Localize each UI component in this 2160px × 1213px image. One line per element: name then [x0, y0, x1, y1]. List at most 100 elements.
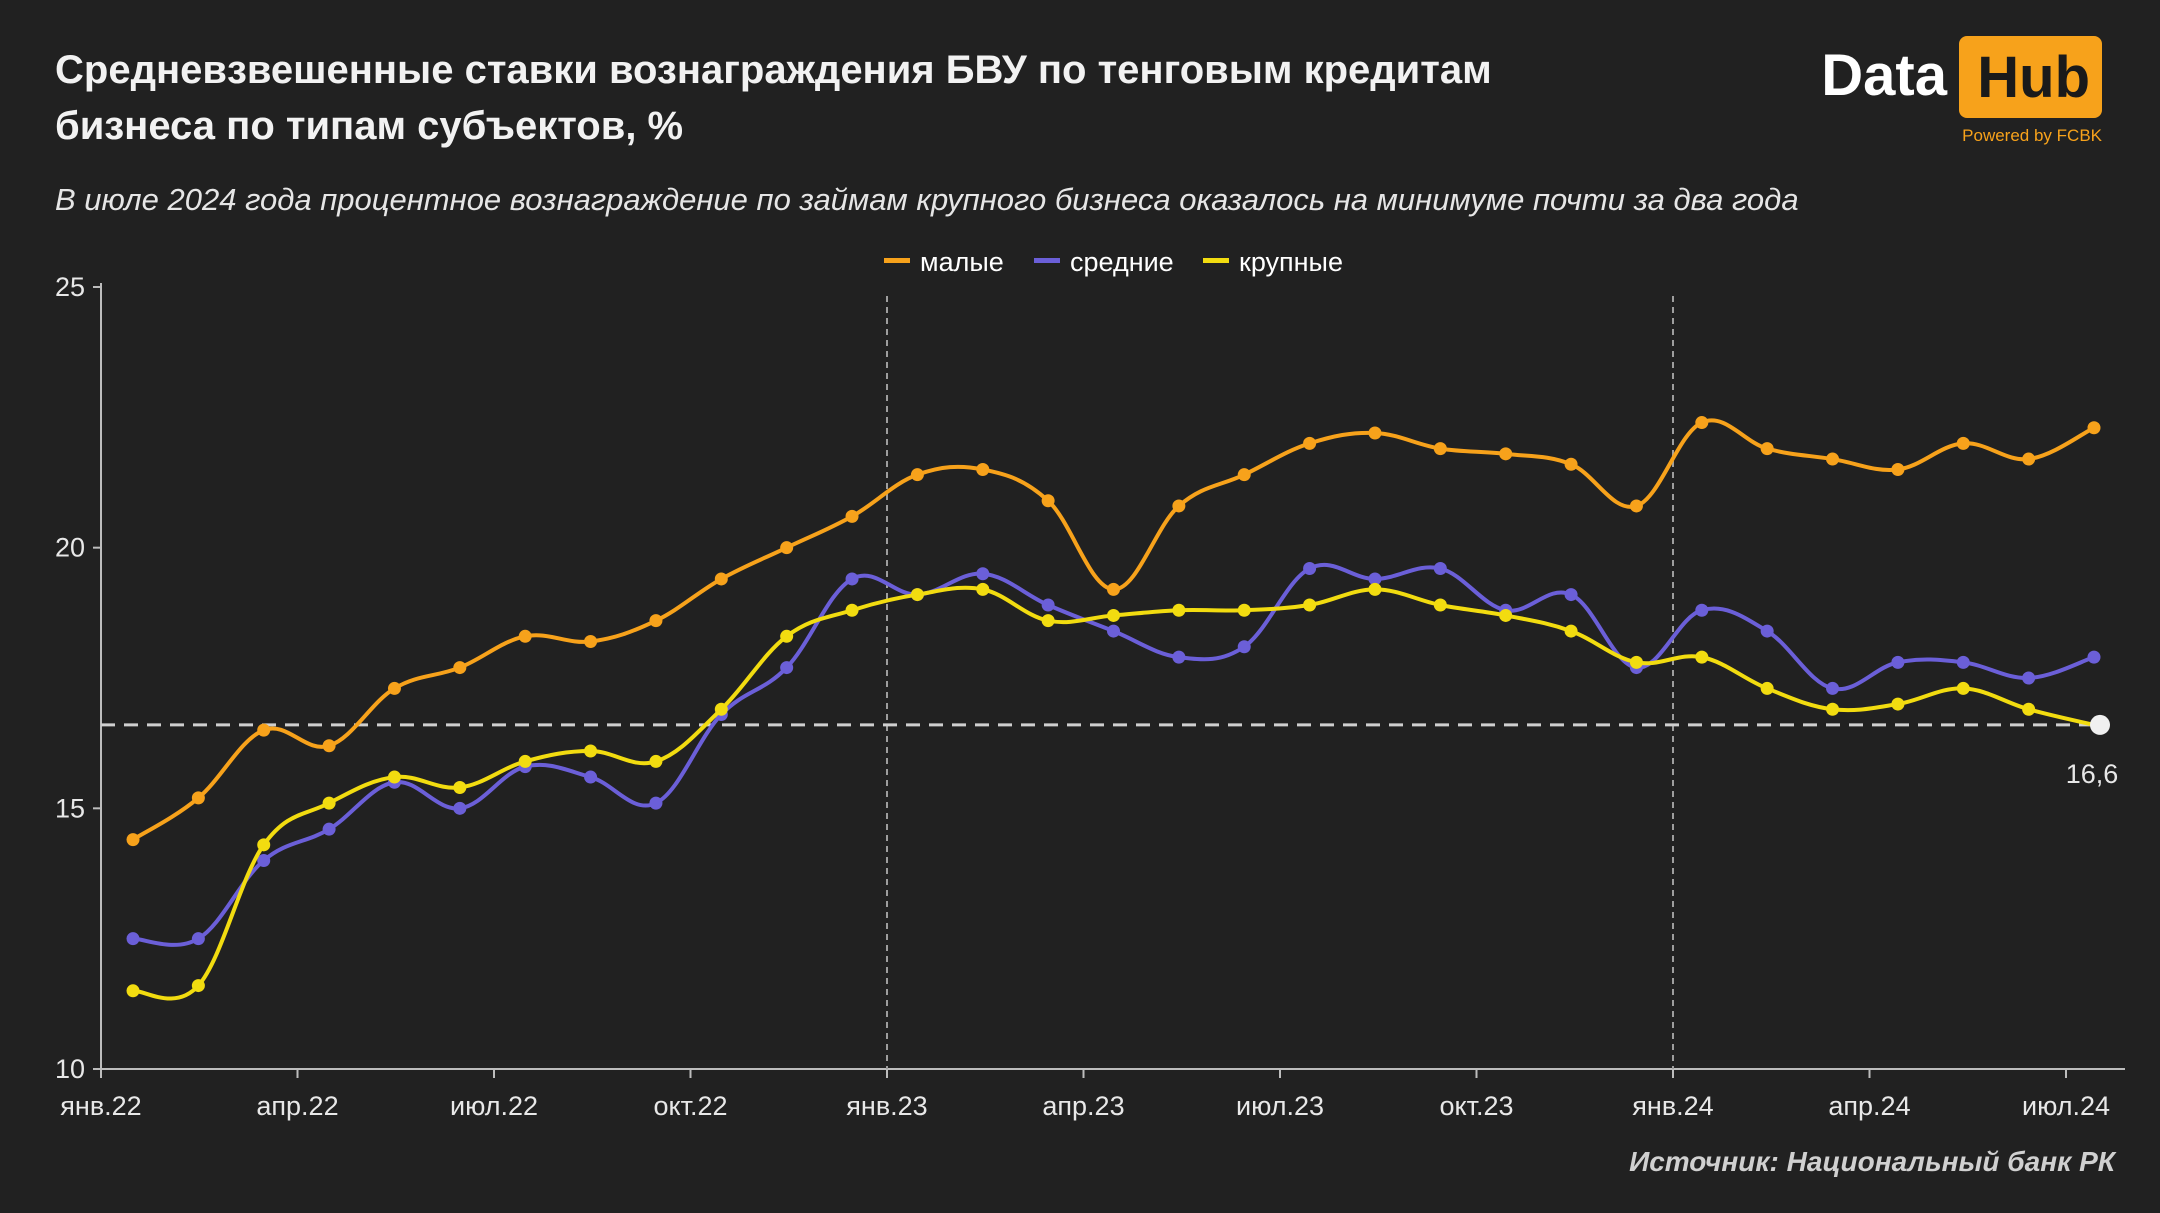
data-point-medium: [976, 567, 990, 581]
data-point-small: [2087, 421, 2101, 435]
data-point-large: [1237, 603, 1251, 617]
y-tick-label: 15: [55, 793, 85, 823]
x-tick-label: апр.23: [1042, 1091, 1124, 1121]
data-point-large: [1499, 608, 1513, 622]
data-point-medium: [584, 770, 598, 784]
legend-swatch: [1203, 258, 1229, 263]
data-point-medium: [1760, 624, 1774, 638]
data-point-small: [1172, 499, 1186, 513]
data-point-small: [845, 509, 859, 523]
logo-word-hub: Hub: [1977, 45, 2090, 110]
logo-box: Hub: [1959, 36, 2102, 118]
legend-item-small: малые: [884, 247, 1004, 277]
data-point-medium: [1172, 650, 1186, 664]
data-point-medium: [1433, 562, 1447, 576]
logo-powered-by: Powered by FCBK: [1962, 126, 2102, 145]
data-point-medium: [780, 661, 794, 675]
data-point-medium: [1303, 562, 1317, 576]
x-tick-label: апр.24: [1828, 1091, 1910, 1121]
highlight-point: [2090, 714, 2110, 735]
x-tick-label: окт.22: [653, 1091, 727, 1121]
data-point-small: [1303, 436, 1317, 450]
data-point-small: [191, 791, 205, 805]
data-point-large: [1695, 650, 1709, 664]
data-point-small: [1368, 426, 1382, 440]
x-tick-label: янв.22: [60, 1091, 141, 1121]
x-tick-label: апр.22: [256, 1091, 338, 1121]
x-tick-label: июл.23: [1236, 1091, 1324, 1121]
data-point-small: [1891, 462, 1905, 476]
data-point-small: [1695, 416, 1709, 430]
data-point-large: [1041, 614, 1055, 628]
annotation-label: 16,6: [2066, 759, 2119, 789]
x-tick-label: окт.23: [1439, 1091, 1513, 1121]
chart-title: Средневзвешенные ставки вознаграждения Б…: [55, 48, 1492, 148]
data-point-medium: [1826, 681, 1840, 695]
series-medium: [126, 562, 2101, 947]
data-point-small: [1107, 582, 1120, 596]
data-point-large: [1564, 624, 1578, 638]
data-point-medium: [191, 932, 205, 946]
data-point-medium: [257, 853, 271, 867]
data-point-large: [1172, 603, 1186, 617]
legend-item-large: крупные: [1203, 247, 1343, 277]
data-point-medium: [1891, 655, 1905, 669]
y-tick-label: 10: [55, 1054, 85, 1084]
y-tick-label: 25: [55, 272, 85, 302]
data-point-small: [126, 833, 140, 847]
data-point-large: [976, 582, 990, 596]
data-point-small: [2022, 452, 2036, 466]
data-point-medium: [1564, 588, 1578, 602]
data-point-medium: [1695, 603, 1709, 617]
data-point-large: [1433, 598, 1447, 612]
data-point-medium: [845, 572, 859, 586]
legend-swatch: [884, 258, 910, 263]
data-point-small: [1499, 447, 1513, 461]
data-point-small: [780, 541, 794, 555]
data-point-large: [1303, 598, 1317, 612]
data-point-medium: [126, 932, 140, 946]
chart-subtitle: В июле 2024 года процентное вознагражден…: [55, 182, 1799, 217]
legend-label: средние: [1070, 247, 1174, 277]
data-point-large: [1760, 681, 1774, 695]
series-small: [126, 416, 2101, 847]
data-point-small: [1629, 499, 1643, 513]
data-point-small: [453, 661, 467, 675]
x-tick-label: янв.23: [846, 1091, 927, 1121]
data-point-small: [1237, 468, 1251, 482]
series-group: [126, 416, 2101, 1001]
data-point-large: [649, 754, 663, 768]
data-point-small: [1826, 452, 1840, 466]
data-point-medium: [1368, 572, 1382, 586]
x-tick-label: июл.22: [450, 1091, 538, 1121]
legend-label: малые: [920, 247, 1004, 277]
data-point-small: [1433, 442, 1447, 456]
data-point-small: [649, 614, 663, 628]
data-point-medium: [649, 796, 663, 810]
data-point-large: [126, 984, 140, 998]
data-point-large: [518, 754, 532, 768]
data-point-small: [387, 681, 401, 695]
data-point-large: [322, 796, 336, 810]
x-tick-label: июл.24: [2022, 1091, 2110, 1121]
data-point-large: [453, 780, 467, 794]
x-tick-label: янв.24: [1632, 1091, 1713, 1121]
chart-legend: малые средние крупные: [884, 247, 1343, 277]
data-point-large: [2022, 702, 2036, 716]
data-point-large: [780, 629, 794, 643]
data-point-medium: [2087, 650, 2101, 664]
data-point-small: [1760, 442, 1774, 456]
data-point-small: [910, 468, 924, 482]
data-point-large: [1891, 697, 1905, 711]
data-point-large: [1629, 655, 1643, 669]
data-point-small: [1041, 494, 1055, 508]
data-point-large: [1107, 608, 1120, 622]
data-point-small: [976, 462, 990, 476]
data-point-medium: [2022, 671, 2036, 685]
logo-word-data: Data: [1821, 43, 1947, 108]
annotation-group: 16,6: [2066, 714, 2119, 789]
data-point-small: [1956, 436, 1970, 450]
legend-swatch: [1034, 258, 1060, 263]
legend-label: крупные: [1239, 247, 1343, 277]
